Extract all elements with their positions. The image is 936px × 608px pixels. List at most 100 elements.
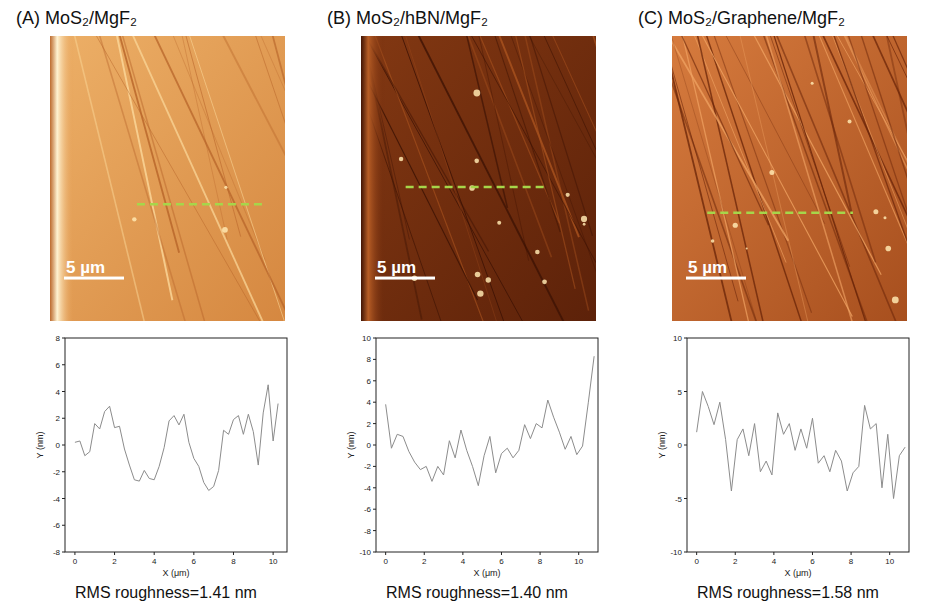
panel: (B) MoS₂/hBN/MgF₂5 µm-10-8-6-4-202468100… bbox=[327, 8, 696, 601]
afm-particle bbox=[583, 223, 586, 226]
scale-bar bbox=[375, 277, 435, 280]
y-tick bbox=[684, 391, 687, 392]
x-tick-label: 0 bbox=[694, 557, 699, 566]
x-tick bbox=[851, 552, 852, 555]
x-tick bbox=[114, 552, 115, 555]
panel: (A) MoS₂/MgF₂5 µm-8-6-4-2024680246810X (… bbox=[16, 8, 424, 601]
afm-scratch bbox=[270, 36, 285, 251]
afm-particle bbox=[566, 193, 570, 197]
afm-scratch bbox=[117, 36, 179, 253]
panel-title: (C) MoS₂/Graphene/MgF₂ bbox=[638, 8, 845, 28]
x-tick-label: 0 bbox=[73, 557, 78, 566]
afm-particle bbox=[769, 170, 774, 175]
afm-scratch bbox=[465, 36, 552, 257]
afm-particle bbox=[132, 217, 136, 221]
x-tick-label: 4 bbox=[152, 557, 157, 566]
scale-bar bbox=[686, 277, 746, 280]
y-tick-label: -4 bbox=[53, 495, 61, 504]
plot-data bbox=[75, 385, 278, 491]
x-tick-label: 8 bbox=[538, 557, 543, 566]
afm-scratch bbox=[858, 36, 907, 321]
x-tick bbox=[735, 552, 736, 555]
afm-scratch bbox=[183, 36, 240, 237]
afm-scratch bbox=[831, 36, 907, 321]
profile-line bbox=[707, 211, 853, 214]
rms-label: RMS roughness=1.41 nm bbox=[75, 584, 257, 601]
afm-scratch bbox=[477, 36, 529, 261]
x-tick-label: 0 bbox=[383, 557, 388, 566]
y-tick-label: 2 bbox=[56, 414, 61, 423]
x-tick bbox=[385, 552, 386, 555]
y-tick-label: 6 bbox=[56, 361, 61, 370]
afm-scratch bbox=[115, 36, 172, 300]
y-tick-label: 0 bbox=[367, 441, 372, 450]
x-tick-label: 2 bbox=[733, 557, 738, 566]
y-tick-label: 0 bbox=[678, 441, 683, 450]
x-tick-label: 2 bbox=[422, 557, 427, 566]
plot-frame bbox=[687, 338, 909, 552]
afm-particle bbox=[848, 120, 852, 124]
afm-scratch bbox=[361, 36, 528, 321]
x-tick-label: 4 bbox=[772, 557, 777, 566]
x-tick bbox=[233, 552, 234, 555]
afm-scratch bbox=[492, 36, 560, 232]
afm-scratch bbox=[802, 36, 876, 262]
y-tick-label: -8 bbox=[53, 548, 61, 557]
afm-scratch bbox=[508, 36, 596, 321]
y-tick-label: -8 bbox=[364, 527, 372, 536]
x-tick bbox=[889, 552, 890, 555]
y-tick-label: -10 bbox=[359, 548, 371, 557]
y-tick-label: 10 bbox=[362, 334, 371, 343]
y-tick bbox=[373, 487, 376, 488]
afm-ground bbox=[361, 36, 596, 321]
y-tick bbox=[373, 445, 376, 446]
afm-scratch bbox=[889, 36, 907, 321]
afm-particle bbox=[473, 90, 480, 97]
x-tick-label: 8 bbox=[231, 557, 236, 566]
y-tick bbox=[373, 402, 376, 403]
y-tick-label: 8 bbox=[367, 355, 372, 364]
y-tick bbox=[62, 471, 65, 472]
y-tick-label: 6 bbox=[367, 377, 372, 386]
afm-particle bbox=[733, 223, 738, 228]
x-tick-label: 10 bbox=[269, 557, 278, 566]
profile-line bbox=[137, 203, 266, 206]
y-tick bbox=[373, 338, 376, 339]
x-tick bbox=[696, 552, 697, 555]
afm-particle bbox=[399, 157, 403, 161]
y-tick bbox=[62, 552, 65, 553]
afm-scratch bbox=[513, 36, 575, 289]
x-tick bbox=[424, 552, 425, 555]
y-tick-label: -5 bbox=[675, 495, 683, 504]
afm-particle bbox=[477, 290, 483, 296]
afm-particle bbox=[873, 209, 878, 214]
y-tick bbox=[62, 498, 65, 499]
afm-image bbox=[50, 36, 285, 321]
afm-particle bbox=[535, 250, 540, 255]
y-tick bbox=[684, 445, 687, 446]
afm-scratch bbox=[840, 36, 907, 304]
afm-scratch bbox=[672, 36, 788, 241]
x-tick bbox=[773, 552, 774, 555]
afm-particle bbox=[581, 216, 587, 222]
y-tick-label: 0 bbox=[56, 441, 61, 450]
afm-particle bbox=[892, 296, 899, 303]
afm-scratch bbox=[773, 36, 901, 321]
x-tick-label: 10 bbox=[885, 557, 894, 566]
y-tick bbox=[62, 391, 65, 392]
afm-particle bbox=[475, 272, 481, 278]
x-tick bbox=[540, 552, 541, 555]
x-tick-label: 8 bbox=[849, 557, 854, 566]
afm-scratch bbox=[764, 36, 879, 321]
afm-scratch bbox=[361, 36, 444, 321]
afm-particle bbox=[224, 186, 227, 189]
rms-label: RMS roughness=1.40 nm bbox=[386, 584, 568, 601]
afm-scratch bbox=[672, 36, 763, 321]
panel-title: (A) MoS₂/MgF₂ bbox=[16, 8, 137, 28]
afm-scratch bbox=[738, 36, 829, 321]
profile-curve bbox=[386, 356, 594, 485]
afm-scratch bbox=[527, 36, 593, 236]
afm-scratch bbox=[771, 36, 872, 321]
y-tick-label: -2 bbox=[364, 462, 372, 471]
afm-particle bbox=[746, 248, 748, 250]
